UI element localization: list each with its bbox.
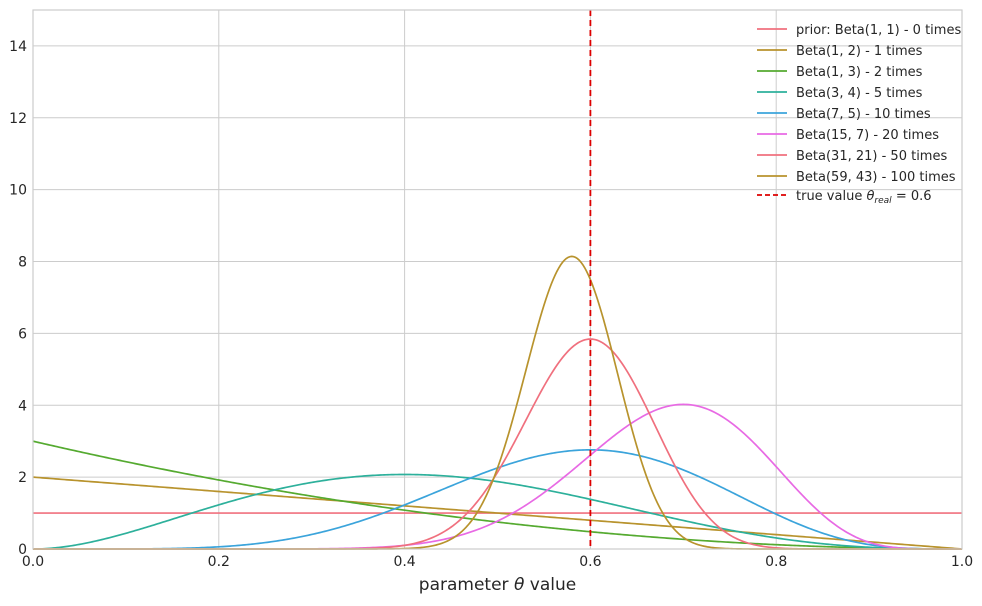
x-tick-labels: 0.0 0.2 0.4 0.6 0.8 1.0 [22,554,973,570]
series-line-6 [33,338,962,550]
legend: prior: Beta(1, 1) - 0 times Beta(1, 2) - … [757,23,961,206]
series-line-7 [33,255,962,550]
legend-label: prior: Beta(1, 1) - 0 times [796,23,961,38]
x-axis-label: parameter θ value [419,575,576,595]
x-tick-label: 0.2 [208,554,230,570]
x-tick-label: 0.6 [579,554,601,570]
series-line-3 [32,473,962,550]
series-layer [32,255,963,550]
legend-label: Beta(31, 21) - 50 times [796,149,947,164]
plot-frame [32,9,963,550]
y-tick-label: 14 [9,39,27,55]
x-axis-label-suffix: value [524,575,576,595]
y-tick-label: 8 [18,255,27,271]
x-axis-label-prefix: parameter [419,575,514,595]
x-tick-label: 0.8 [765,554,787,570]
series-line-4 [33,449,962,550]
y-tick-label: 6 [18,326,27,342]
y-tick-label: 10 [9,183,27,199]
legend-label: Beta(1, 2) - 1 times [796,44,923,59]
x-tick-label: 1.0 [951,554,973,570]
x-tick-label: 0.4 [393,554,415,570]
x-axis-label-symbol: θ [514,575,525,595]
legend-label: Beta(3, 4) - 5 times [796,86,923,101]
legend-label-reference: true value θreal = 0.6 [796,189,932,206]
y-tick-label: 4 [18,398,27,414]
y-tick-label: 2 [18,470,27,486]
legend-label: Beta(7, 5) - 10 times [796,107,931,122]
y-tick-label: 0 [18,542,27,558]
legend-label: Beta(59, 43) - 100 times [796,170,956,185]
y-tick-labels: 0 2 4 6 8 10 12 14 [9,39,27,558]
x-tick-label: 0.0 [22,554,44,570]
series-line-1 [32,476,963,550]
y-tick-label: 12 [9,111,27,127]
legend-label: Beta(1, 3) - 2 times [796,65,923,80]
legend-label: Beta(15, 7) - 20 times [796,128,939,143]
